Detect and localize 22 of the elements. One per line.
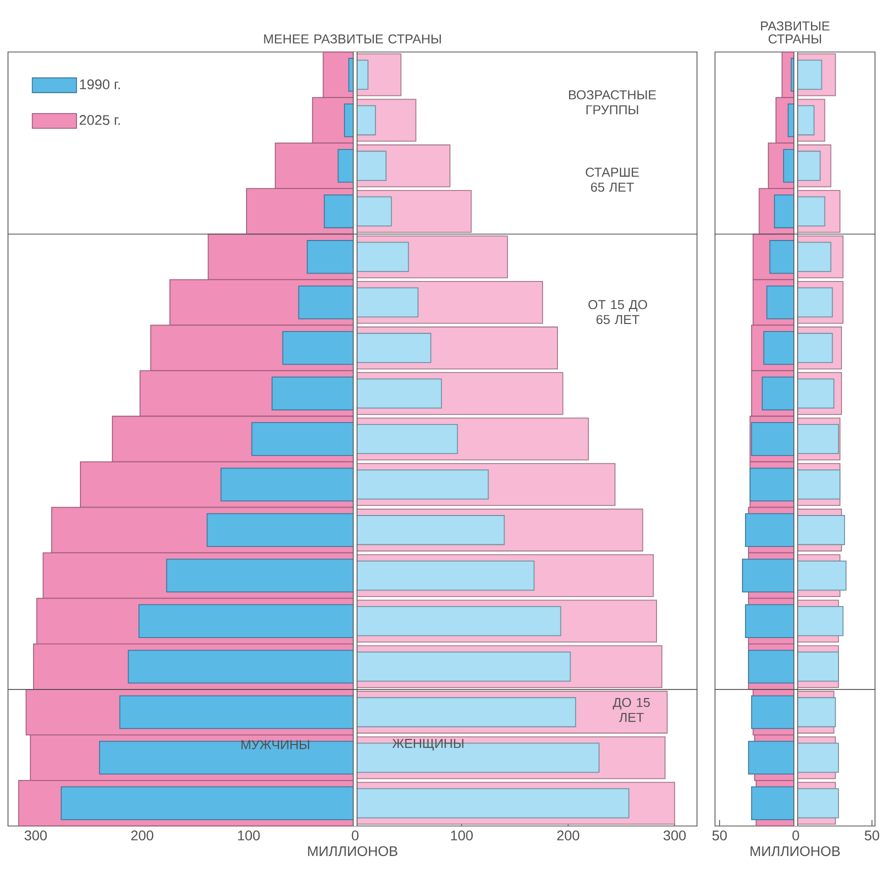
x-tick-label: 100 (451, 830, 473, 840)
x-tick-label: 50 (864, 830, 880, 840)
x-axis-title: МИЛЛИОНОВ (308, 846, 398, 856)
annotation: ОТ 15 ДО 65 ЛЕТ (588, 300, 648, 324)
x-tick-label: 50 (712, 830, 727, 840)
annotation: ЖЕНЩИНЫ (392, 739, 464, 750)
x-axis-title: МИЛЛИОНОВ (750, 846, 840, 856)
x-tick-label: 100 (238, 830, 260, 840)
x-tick-label: 300 (664, 830, 686, 840)
annotation: СТАРШЕ 65 ЛЕТ (586, 168, 639, 192)
legend-label: 2025 г. (80, 115, 120, 125)
annotation: МУЖЧИНЫ (242, 740, 310, 750)
x-tick-label: 0 (792, 830, 800, 840)
x-tick-label: 0 (352, 830, 359, 840)
x-tick-label: 300 (24, 830, 47, 840)
annotation: ВОЗРАСТНЫЕ ГРУППЫ (569, 90, 656, 114)
annotation: ДО 15 ЛЕТ (612, 698, 650, 722)
chart-title: РАЗВИТЫЕ СТРАНЫ (761, 21, 830, 44)
legend-label: 1990 г. (80, 79, 120, 90)
x-tick-label: 200 (131, 830, 154, 840)
chart-title: МЕНЕЕ РАЗВИТЫЕ СТРАНЫ (264, 34, 441, 44)
x-tick-label: 200 (557, 830, 580, 840)
